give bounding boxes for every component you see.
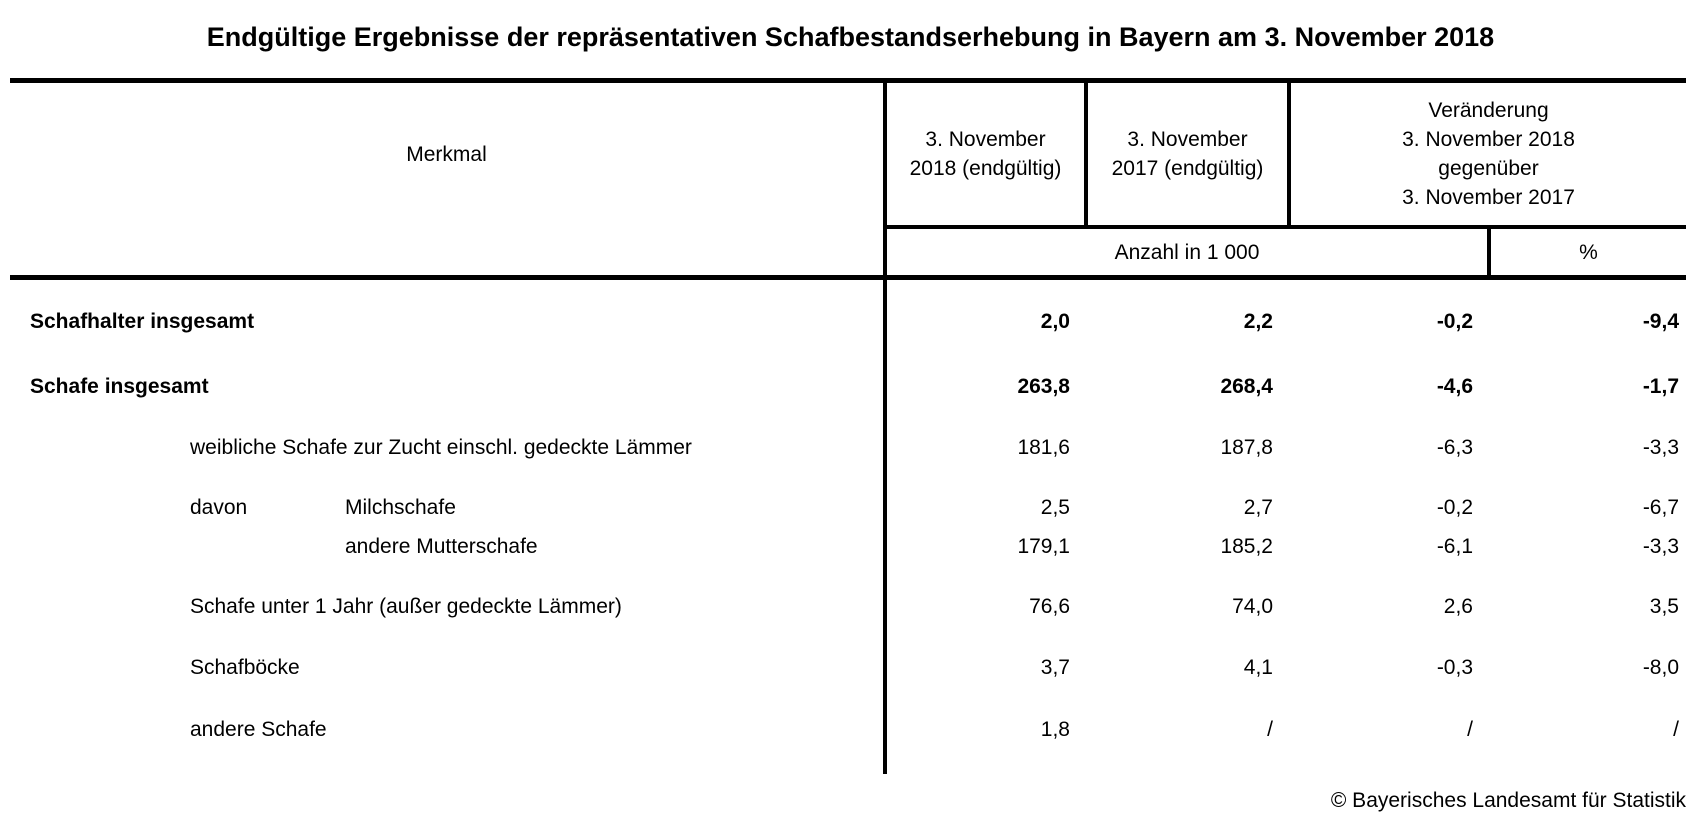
row-label: andere Schafe: [190, 718, 327, 741]
cell-value-2018: 1,8: [883, 686, 1084, 774]
column-header-nov-2018: 3. November 2018 (endgültig): [883, 83, 1084, 225]
cell-value-2017: 4,1: [1243, 656, 1273, 679]
cell-value-2018: 181,6: [883, 410, 1084, 486]
cell-value-change-pct: -8,0: [1642, 656, 1679, 679]
cell-value-change-abs: -6,3: [1436, 436, 1473, 459]
table-row: andere Mutterschafe 179,1 185,2 -6,1 -3,…: [10, 530, 1686, 564]
unit-header-percent: %: [1487, 225, 1686, 275]
cell-value-2017: 2,7: [1243, 496, 1273, 519]
cell-value-change-abs: -0,2: [1436, 496, 1473, 519]
table-body: Schafhalter insgesamt 2,0 2,2 -0,2 -9,4 …: [10, 280, 1686, 774]
column-header-merkmal: Merkmal: [406, 142, 487, 166]
table-row: Schafhalter insgesamt 2,0 2,2 -0,2 -9,4: [10, 280, 1686, 364]
cell-value-change-abs: -6,1: [1436, 535, 1473, 558]
column-header-nov-2017: 3. November 2017 (endgültig): [1084, 83, 1287, 225]
cell-value-change-pct: -6,7: [1642, 496, 1679, 519]
column-header-row: Merkmal 3. November 2018 (endgültig) 3. …: [10, 83, 1686, 225]
cell-value-change-abs: 2,6: [1443, 595, 1473, 618]
cell-value-2018: 2,0: [883, 280, 1084, 364]
table-row: andere Schafe 1,8 / / /: [10, 686, 1686, 774]
cell-value-2018: 3,7: [883, 650, 1084, 686]
cell-value-change-abs: /: [1467, 718, 1473, 741]
cell-value-2017: 187,8: [1220, 436, 1273, 459]
unit-header-spacer: [10, 225, 883, 275]
row-label: Schafe insgesamt: [30, 375, 209, 398]
copyright-notice: © Bayerisches Landesamt für Statistik: [1330, 789, 1686, 812]
cell-value-2018: 263,8: [883, 364, 1084, 410]
cell-value-2017: 74,0: [1232, 595, 1273, 618]
table-row: Schafe insgesamt 263,8 268,4 -4,6 -1,7: [10, 364, 1686, 410]
row-label-prefix: davon: [190, 496, 248, 519]
row-label: weibliche Schafe zur Zucht einschl. gede…: [190, 436, 692, 459]
cell-value-change-pct: -3,3: [1642, 535, 1679, 558]
row-label: Schafhalter insgesamt: [30, 310, 255, 333]
cell-value-2018: 2,5: [883, 486, 1084, 530]
column-header-veraenderung: Veränderung 3. November 2018 gegenüber 3…: [1287, 83, 1686, 225]
unit-header-count: Anzahl in 1 000: [883, 225, 1487, 275]
cell-value-2017: 268,4: [1220, 375, 1273, 398]
cell-value-change-pct: -1,7: [1642, 375, 1679, 398]
table-header: Merkmal 3. November 2018 (endgültig) 3. …: [10, 78, 1686, 280]
page-title: Endgültige Ergebnisse der repräsentative…: [206, 22, 1495, 52]
unit-header-row: Anzahl in 1 000 %: [10, 225, 1686, 275]
cell-value-change-pct: /: [1673, 718, 1679, 741]
cell-value-change-abs: -0,3: [1436, 656, 1473, 679]
cell-value-2018: 179,1: [883, 530, 1084, 564]
cell-value-change-pct: -9,4: [1642, 310, 1679, 333]
table-row: weibliche Schafe zur Zucht einschl. gede…: [10, 410, 1686, 486]
cell-value-change-pct: 3,5: [1649, 595, 1679, 618]
table-row: Schafe unter 1 Jahr (außer gedeckte Lämm…: [10, 564, 1686, 650]
sheep-survey-table: Merkmal 3. November 2018 (endgültig) 3. …: [10, 78, 1686, 774]
cell-value-2017: /: [1267, 718, 1273, 741]
row-label: Schafe unter 1 Jahr (außer gedeckte Lämm…: [190, 595, 622, 618]
table-row: davon Milchschafe 2,5 2,7 -0,2 -6,7: [10, 486, 1686, 530]
cell-value-change-abs: -0,2: [1436, 310, 1473, 333]
row-label-text: Milchschafe: [345, 496, 456, 519]
cell-value-change-pct: -3,3: [1642, 436, 1679, 459]
row-label: andere Mutterschafe: [345, 535, 538, 558]
table-row: Schafböcke 3,7 4,1 -0,3 -8,0: [10, 650, 1686, 686]
row-label: davon Milchschafe: [10, 486, 883, 530]
cell-value-2018: 76,6: [883, 564, 1084, 650]
cell-value-change-abs: -4,6: [1436, 375, 1473, 398]
cell-value-2017: 2,2: [1243, 310, 1273, 333]
row-label: Schafböcke: [190, 656, 300, 679]
cell-value-2017: 185,2: [1220, 535, 1273, 558]
